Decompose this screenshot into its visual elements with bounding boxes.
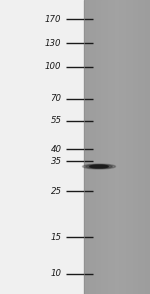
Bar — [94, 0, 95, 294]
Bar — [118, 0, 119, 294]
Bar — [125, 0, 126, 294]
Bar — [124, 0, 125, 294]
Bar — [146, 0, 147, 294]
Text: 40: 40 — [51, 145, 62, 154]
Bar — [91, 0, 92, 294]
Bar — [115, 0, 116, 294]
Ellipse shape — [92, 166, 106, 168]
Text: 35: 35 — [51, 157, 62, 166]
Bar — [138, 0, 140, 294]
Bar — [117, 0, 118, 294]
Bar — [135, 0, 136, 294]
Bar — [133, 0, 134, 294]
Bar — [149, 0, 150, 294]
Bar — [142, 0, 144, 294]
Bar — [101, 0, 102, 294]
Bar — [134, 0, 135, 294]
Bar — [123, 0, 124, 294]
Bar — [93, 0, 94, 294]
Bar — [100, 0, 101, 294]
Bar — [113, 0, 114, 294]
Bar — [148, 0, 149, 294]
Bar — [105, 0, 106, 294]
Bar — [108, 0, 109, 294]
Bar — [119, 0, 120, 294]
Bar — [141, 0, 142, 294]
Text: 55: 55 — [51, 116, 62, 125]
Bar — [139, 0, 140, 294]
Bar — [99, 0, 100, 294]
Bar — [85, 0, 86, 294]
Bar — [136, 0, 137, 294]
Bar — [120, 0, 121, 294]
Bar — [115, 0, 116, 294]
Bar — [88, 0, 89, 294]
Bar — [137, 0, 138, 294]
Bar — [89, 0, 90, 294]
Bar — [96, 0, 97, 294]
Bar — [103, 0, 104, 294]
Bar — [106, 0, 107, 294]
Bar — [121, 0, 122, 294]
Bar — [131, 0, 132, 294]
Bar — [110, 0, 111, 294]
Bar — [143, 0, 144, 294]
Text: 25: 25 — [51, 187, 62, 196]
Bar — [96, 0, 97, 294]
Text: 10: 10 — [51, 269, 62, 278]
Bar — [90, 0, 91, 294]
Bar — [144, 0, 145, 294]
Bar — [111, 0, 112, 294]
Bar — [86, 0, 87, 294]
Text: 130: 130 — [45, 39, 62, 48]
Text: 15: 15 — [51, 233, 62, 242]
Bar — [87, 0, 88, 294]
Ellipse shape — [89, 165, 109, 168]
Bar — [145, 0, 146, 294]
Bar — [104, 0, 105, 294]
Bar — [129, 0, 130, 294]
Bar — [130, 0, 131, 294]
Bar — [95, 0, 96, 294]
Bar — [127, 0, 128, 294]
Bar — [105, 0, 106, 294]
Bar — [138, 0, 139, 294]
Ellipse shape — [96, 166, 102, 167]
Bar — [142, 0, 143, 294]
Bar — [122, 0, 123, 294]
Bar — [98, 0, 99, 294]
Bar — [109, 0, 110, 294]
Bar — [128, 0, 129, 294]
Bar — [100, 0, 101, 294]
Bar — [114, 0, 115, 294]
Text: 70: 70 — [51, 94, 62, 103]
Bar — [140, 0, 141, 294]
Bar — [107, 0, 108, 294]
Ellipse shape — [86, 165, 112, 168]
Bar — [147, 0, 148, 294]
Bar — [97, 0, 98, 294]
Bar — [126, 0, 127, 294]
Bar — [102, 0, 103, 294]
Bar — [92, 0, 93, 294]
Ellipse shape — [82, 164, 116, 169]
Bar — [116, 0, 117, 294]
Bar — [112, 0, 113, 294]
Bar — [119, 0, 120, 294]
Text: 100: 100 — [45, 62, 62, 71]
Text: 170: 170 — [45, 14, 62, 24]
Bar — [84, 0, 85, 294]
Bar — [124, 0, 125, 294]
Ellipse shape — [90, 165, 108, 168]
Bar — [132, 0, 133, 294]
Bar — [134, 0, 135, 294]
Bar — [110, 0, 111, 294]
